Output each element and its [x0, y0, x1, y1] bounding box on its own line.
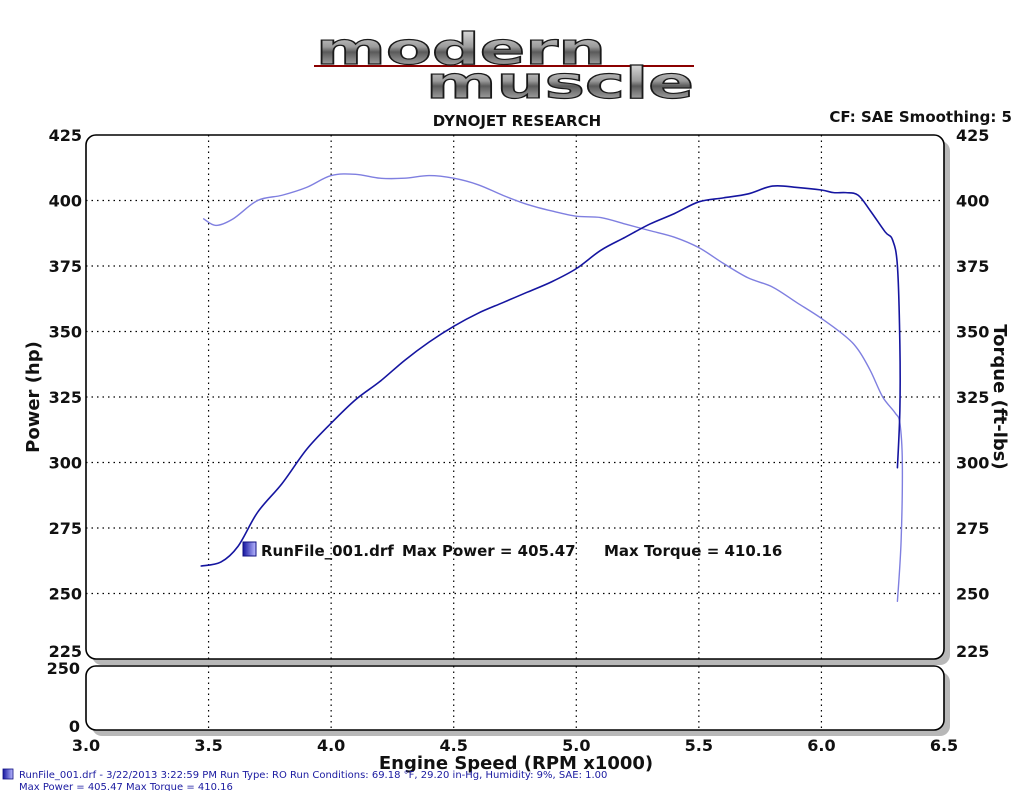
- footer-swatch-icon: [2, 768, 14, 780]
- chart-title: DYNOJET RESEARCH: [433, 112, 601, 130]
- y-tick-label-right: 400: [956, 192, 989, 211]
- y-tick-label-left: 325: [49, 388, 82, 407]
- y-tick-label-right: 425: [956, 126, 989, 145]
- footer-line-2: Max Power = 405.47 Max Torque = 410.16: [19, 782, 233, 791]
- legend-max-torque: Max Torque = 410.16: [604, 542, 782, 560]
- run-info-footer: RunFile_001.drf - 3/22/2013 3:22:59 PM R…: [2, 768, 607, 791]
- x-tick-label: 5.0: [562, 736, 590, 755]
- y-tick-label-right: 275: [956, 519, 989, 538]
- sub-plot-frame: [85, 665, 945, 731]
- logo-line-2: muscle: [426, 58, 694, 109]
- y-tick-label-left: 425: [49, 126, 82, 145]
- y-tick-label-right: 325: [956, 388, 989, 407]
- y-tick-label-left: 375: [49, 257, 82, 276]
- y-tick-label-left: 250: [49, 585, 82, 604]
- axis-ticks: 3.0 3.5 4.0 4.5 5.0 5.5 6.0 6.52252502753003253…: [47, 126, 990, 755]
- x-tick-label: 5.5: [685, 736, 713, 755]
- y-tick-label-right: 300: [956, 454, 989, 473]
- chart-legend: RunFile_001.drf Max Power = 405.47 Max T…: [242, 541, 782, 560]
- y-tick-label-right: 250: [956, 585, 989, 604]
- x-tick-label: 3.0: [72, 736, 100, 755]
- y-tick-label-right: 375: [956, 257, 989, 276]
- series-line-torque: [202, 173, 904, 603]
- y-axis-title-left: Power (hp): [23, 341, 44, 453]
- y-axis-title-right: Torque (ft-lbs): [989, 324, 1010, 469]
- main-plot-series: [200, 173, 904, 603]
- sub-y-tick-label: 0: [69, 717, 80, 736]
- x-tick-label: 4.0: [317, 736, 345, 755]
- main-plot-grid: [86, 135, 944, 659]
- sub-y-tick-label: 250: [47, 659, 80, 678]
- x-tick-label: 6.5: [930, 736, 958, 755]
- y-tick-label-left: 400: [49, 192, 82, 211]
- y-tick-label-right: 225: [956, 642, 989, 661]
- y-tick-label-left: 300: [49, 454, 82, 473]
- y-tick-label-left: 350: [49, 323, 82, 342]
- y-tick-label-left: 275: [49, 519, 82, 538]
- x-axis-title: Engine Speed (RPM x1000): [379, 753, 653, 774]
- x-tick-label: 4.5: [440, 736, 468, 755]
- legend-max-power: Max Power = 405.47: [402, 542, 576, 560]
- x-tick-label: 6.0: [807, 736, 835, 755]
- cf-smoothing-label: CF: SAE Smoothing: 5: [829, 108, 1012, 126]
- footer-line-1: RunFile_001.drf - 3/22/2013 3:22:59 PM R…: [19, 770, 607, 781]
- x-tick-label: 3.5: [194, 736, 222, 755]
- logo-line-1: modern: [316, 24, 606, 75]
- legend-file: RunFile_001.drf: [261, 542, 394, 560]
- legend-swatch-icon: [242, 541, 257, 557]
- y-tick-label-left: 225: [49, 642, 82, 661]
- series-line-power: [200, 184, 901, 567]
- y-tick-label-right: 350: [956, 323, 989, 342]
- modern-muscle-logo: modern muscle: [314, 23, 695, 110]
